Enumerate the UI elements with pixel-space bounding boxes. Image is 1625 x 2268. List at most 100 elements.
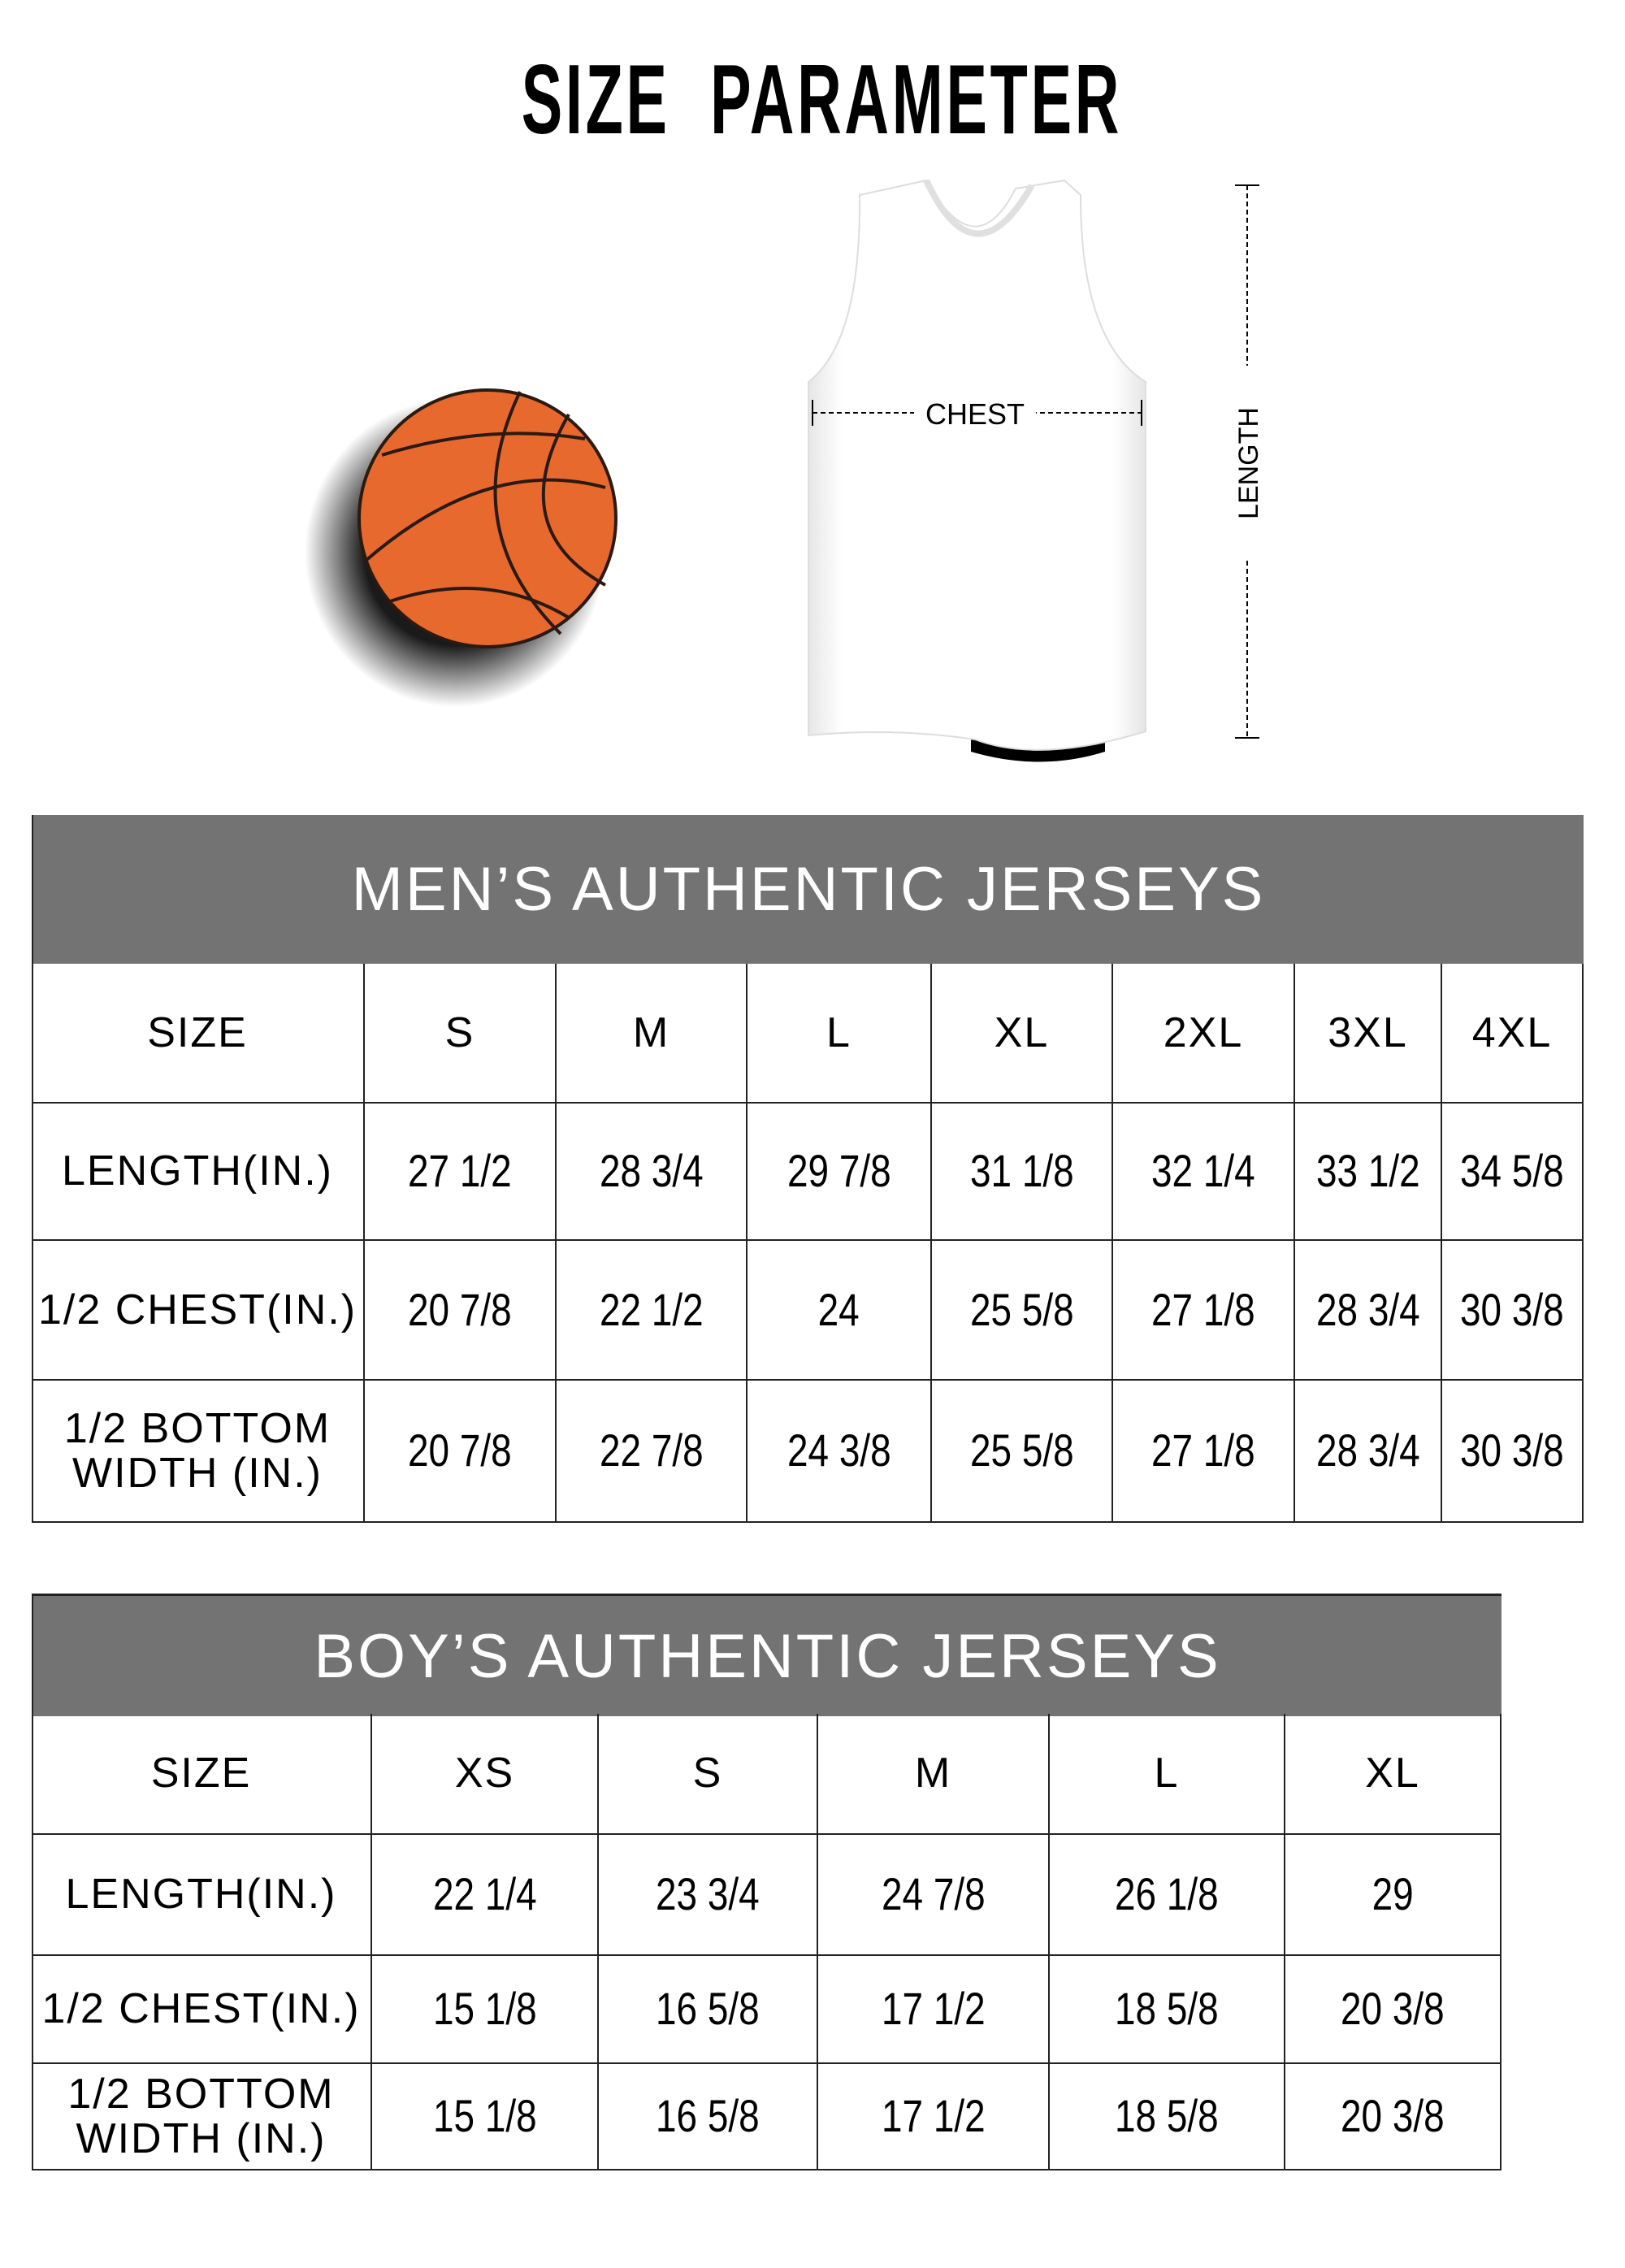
size-column-header: XL	[932, 964, 1113, 1104]
length-label: LENGTH	[1233, 407, 1264, 519]
table-cell: 30 3/8	[1442, 1381, 1584, 1523]
size-column-header: 4XL	[1442, 964, 1584, 1104]
table-cell-text: 20 3/8	[1341, 2090, 1445, 2142]
table-cell: 34 5/8	[1442, 1104, 1584, 1241]
table-cell: 24	[748, 1241, 932, 1381]
table-cell: 18 5/8	[1050, 2064, 1285, 2170]
table-cell-text: 29	[1372, 1868, 1414, 1920]
mens-size-table: MEN’S AUTHENTIC JERSEYS SIZE S M L XL 2XL 3XL 4…	[32, 815, 1584, 1523]
boys-table-title: BOY’S AUTHENTIC JERSEYS	[33, 1594, 1502, 1716]
size-header-text: SIZE	[150, 1750, 252, 1797]
size-column-header-text: 4XL	[1471, 1008, 1553, 1056]
size-column-header: 3XL	[1295, 964, 1442, 1104]
table-cell: 16 5/8	[599, 2064, 818, 2170]
table-cell-text: 30 3/8	[1460, 1425, 1564, 1477]
size-header-text: SIZE	[147, 1008, 248, 1056]
table-cell: 27 1/2	[365, 1104, 557, 1241]
table-cell-text: 22 1/2	[599, 1283, 704, 1335]
table-cell-text: 28 3/4	[1315, 1283, 1420, 1335]
size-column-header-text: M	[632, 1008, 670, 1056]
table-cell-text: 25 5/8	[969, 1425, 1074, 1477]
illustration: CHEST LENGTH	[305, 179, 1264, 762]
size-column-header-text: 3XL	[1328, 1008, 1408, 1056]
table-cell-text: 34 5/8	[1460, 1145, 1564, 1197]
size-column-header: XS	[372, 1714, 599, 1835]
table-cell: 18 5/8	[1050, 1956, 1285, 2064]
row-label-text: 1/2 BOTTOM WIDTH (IN.)	[63, 1404, 332, 1497]
table-cell: 24 7/8	[818, 1835, 1050, 1956]
size-column-header-text: XL	[1365, 1750, 1420, 1797]
table-cell-text: 31 1/8	[969, 1145, 1074, 1197]
size-column-header-text: L	[826, 1008, 852, 1056]
table-cell-text: 26 1/8	[1115, 1868, 1219, 1920]
table-cell: 22 1/2	[557, 1241, 748, 1381]
table-cell: 33 1/2	[1295, 1104, 1442, 1241]
table-cell: 28 3/4	[1295, 1381, 1442, 1523]
mens-table-title: MEN’S AUTHENTIC JERSEYS	[33, 815, 1584, 964]
size-column-header: M	[557, 964, 748, 1104]
boys-size-table: BOY’S AUTHENTIC JERSEYS SIZE XS S M L XL LENGT…	[32, 1594, 1502, 2170]
table-cell-text: 28 3/4	[1315, 1425, 1420, 1477]
size-column-header-text: S	[692, 1750, 723, 1797]
table-cell-text: 27 1/8	[1151, 1425, 1255, 1477]
row-label-text: 1/2 CHEST(IN.)	[37, 1286, 358, 1333]
table-cell-text: 28 3/4	[599, 1145, 704, 1197]
table-cell: 15 1/8	[372, 2064, 599, 2170]
table-cell: 22 7/8	[557, 1381, 748, 1523]
table-cell: 20 3/8	[1285, 1956, 1502, 2064]
row-label: 1/2 BOTTOM WIDTH (IN.)	[32, 1381, 365, 1523]
size-column-header: S	[365, 964, 557, 1104]
table-cell: 23 3/4	[599, 1835, 818, 1956]
table-cell: 27 1/8	[1113, 1241, 1295, 1381]
table-cell-text: 17 1/2	[881, 2090, 986, 2142]
table-cell-text: 24	[817, 1283, 860, 1335]
table-cell-text: 20 3/8	[1341, 1983, 1445, 2035]
length-indicator: LENGTH	[1233, 184, 1264, 739]
table-cell: 22 1/4	[372, 1835, 599, 1956]
row-label-text: 1/2 CHEST(IN.)	[41, 1985, 361, 2033]
size-column-header: L	[1050, 1714, 1285, 1835]
row-label: LENGTH(IN.)	[32, 1835, 372, 1956]
row-label: 1/2 CHEST(IN.)	[32, 1956, 372, 2064]
size-header: SIZE	[32, 1714, 372, 1835]
table-cell-text: 18 5/8	[1115, 1983, 1219, 2035]
table-cell: 20 7/8	[365, 1241, 557, 1381]
row-label: 1/2 BOTTOM WIDTH (IN.)	[32, 2064, 372, 2170]
table-cell: 28 3/4	[557, 1104, 748, 1241]
jersey-icon: CHEST	[808, 179, 1146, 762]
table-cell-text: 24 3/8	[786, 1425, 891, 1477]
table-cell: 25 5/8	[932, 1241, 1113, 1381]
size-column-header-text: 2XL	[1163, 1008, 1244, 1056]
table-cell: 16 5/8	[599, 1956, 818, 2064]
table-cell: 29 7/8	[748, 1104, 932, 1241]
table-cell: 24 3/8	[748, 1381, 932, 1523]
size-column-header: S	[599, 1714, 818, 1835]
size-column-header: XL	[1285, 1714, 1502, 1835]
table-cell-text: 16 5/8	[656, 1983, 760, 2035]
size-header: SIZE	[32, 964, 365, 1104]
table-cell: 27 1/8	[1113, 1381, 1295, 1523]
table-cell: 17 1/2	[818, 1956, 1050, 2064]
table-cell-text: 24 7/8	[881, 1868, 986, 1920]
table-cell-text: 29 7/8	[786, 1145, 891, 1197]
table-cell-text: 32 1/4	[1151, 1145, 1255, 1197]
table-cell-text: 25 5/8	[969, 1283, 1074, 1335]
table-cell-text: 20 7/8	[408, 1283, 512, 1335]
row-label: 1/2 CHEST(IN.)	[32, 1241, 365, 1381]
table-cell-text: 20 7/8	[408, 1425, 512, 1477]
size-column-header-text: XL	[994, 1008, 1050, 1056]
table-cell: 28 3/4	[1295, 1241, 1442, 1381]
table-cell-text: 18 5/8	[1115, 2090, 1219, 2142]
table-cell: 26 1/8	[1050, 1835, 1285, 1956]
chest-label: CHEST	[925, 397, 1025, 431]
table-cell-text: 27 1/2	[408, 1145, 512, 1197]
size-column-header-text: L	[1154, 1750, 1180, 1797]
size-column-header-text: S	[444, 1008, 475, 1056]
size-column-header: 2XL	[1113, 964, 1295, 1104]
size-column-header: M	[818, 1714, 1050, 1835]
table-cell-text: 16 5/8	[656, 2090, 760, 2142]
row-label-text: LENGTH(IN.)	[62, 1147, 333, 1195]
table-cell-text: 23 3/4	[656, 1868, 760, 1920]
table-cell: 15 1/8	[372, 1956, 599, 2064]
row-label-text: LENGTH(IN.)	[65, 1871, 337, 1919]
